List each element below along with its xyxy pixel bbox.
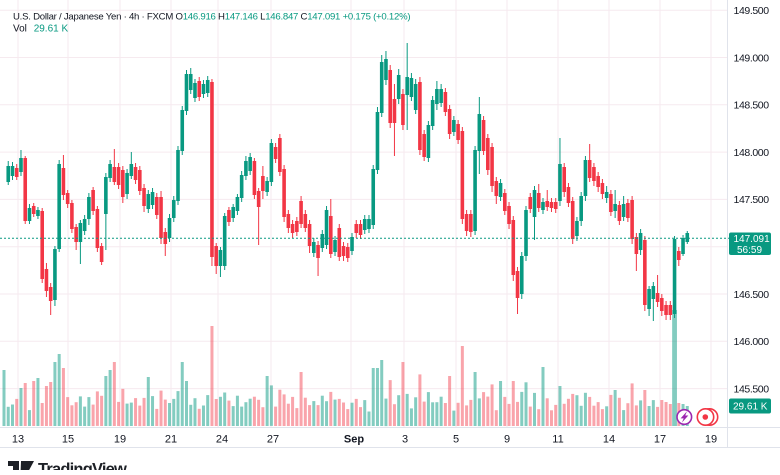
svg-text:U.S. Dollar / Japanese Yen · 4: U.S. Dollar / Japanese Yen · 4h · FXCM O…	[13, 12, 410, 23]
svg-text:19: 19	[705, 434, 717, 446]
svg-text:14: 14	[603, 434, 615, 446]
svg-text:27: 27	[267, 434, 279, 446]
svg-text:147.500: 147.500	[734, 194, 770, 206]
svg-text:21: 21	[165, 434, 177, 446]
svg-text:Vol 29.61 K: Vol 29.61 K	[13, 24, 68, 35]
svg-text:19: 19	[114, 434, 126, 446]
svg-text:24: 24	[216, 434, 228, 446]
svg-text:29.61 K: 29.61 K	[733, 402, 768, 413]
svg-text:146.000: 146.000	[734, 336, 770, 348]
svg-text:146.500: 146.500	[734, 289, 770, 301]
svg-text:5: 5	[453, 434, 459, 446]
svg-text:148.500: 148.500	[734, 100, 770, 112]
svg-text:TradingView: TradingView	[38, 461, 127, 471]
svg-text:148.000: 148.000	[734, 147, 770, 159]
svg-text:145.500: 145.500	[734, 383, 770, 395]
svg-text:11: 11	[552, 434, 563, 446]
svg-text:149.000: 149.000	[734, 52, 770, 64]
svg-text:15: 15	[62, 434, 74, 446]
svg-text:Sep: Sep	[344, 434, 364, 446]
svg-text:13: 13	[12, 434, 24, 446]
svg-text:149.500: 149.500	[734, 5, 770, 17]
svg-text:3: 3	[402, 434, 408, 446]
svg-text:9: 9	[504, 434, 510, 446]
svg-text:17: 17	[654, 434, 666, 446]
svg-text:147.091: 147.091	[734, 234, 771, 245]
svg-text:56:59: 56:59	[737, 245, 762, 256]
